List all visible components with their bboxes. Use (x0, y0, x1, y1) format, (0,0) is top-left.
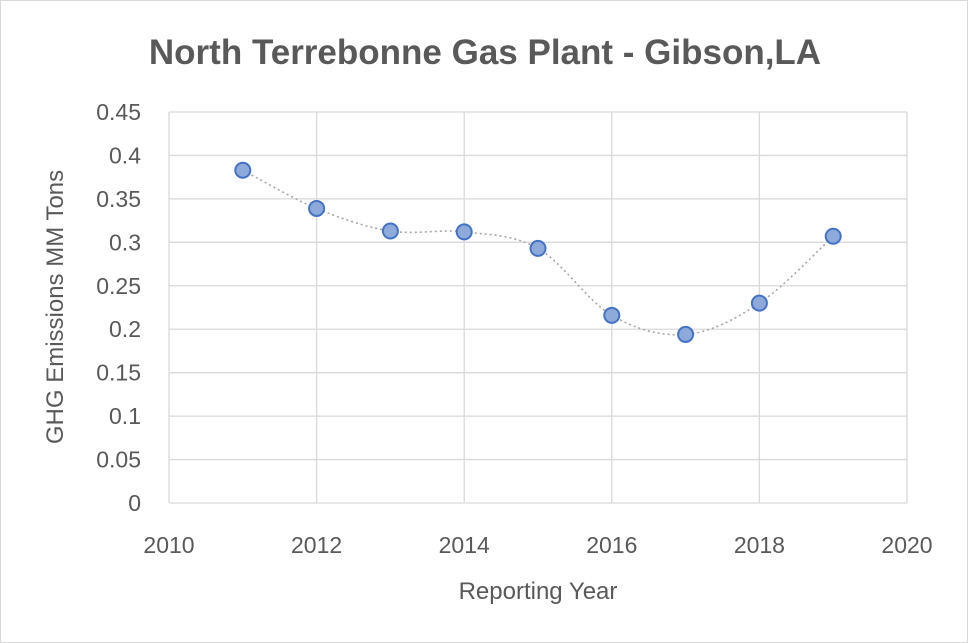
x-axis-ticks: 2010 2012 2014 2016 2018 2020 (143, 532, 932, 558)
data-point (234, 161, 252, 179)
series-line (242, 169, 834, 336)
data-point (603, 306, 621, 324)
y-tick-label: 0.3 (109, 229, 141, 255)
x-tick-label: 2018 (734, 532, 785, 558)
y-tick-label: 0.4 (109, 142, 141, 168)
y-tick-label: 0.2 (109, 316, 141, 342)
x-tick-label: 2020 (881, 532, 932, 558)
data-point (308, 199, 326, 217)
y-tick-label: 0.45 (96, 99, 141, 125)
y-tick-label: 0.35 (96, 186, 141, 212)
y-axis-title: GHG Emissions MM Tons (42, 170, 69, 444)
y-tick-label: 0.05 (96, 447, 141, 473)
data-point (529, 239, 547, 257)
data-point (455, 223, 473, 241)
x-axis-title: Reporting Year (459, 578, 618, 605)
data-point (824, 227, 842, 245)
y-axis-ticks: 0 0.05 0.1 0.15 0.2 0.25 0.3 0.35 0.4 0.45 (96, 99, 141, 516)
x-tick-label: 2010 (143, 532, 194, 558)
data-point (381, 222, 399, 240)
data-point (677, 325, 695, 343)
x-tick-label: 2014 (439, 532, 490, 558)
data-point (750, 294, 768, 312)
gridlines (168, 111, 908, 504)
data-points (234, 161, 842, 343)
x-tick-label: 2016 (586, 532, 637, 558)
chart-title: North Terrebonne Gas Plant - Gibson,LA (149, 33, 821, 72)
y-tick-label: 0.25 (96, 273, 141, 299)
x-tick-label: 2012 (291, 532, 342, 558)
y-tick-label: 0.15 (96, 360, 141, 386)
y-tick-label: 0.1 (109, 403, 141, 429)
y-tick-label: 0 (128, 490, 141, 516)
